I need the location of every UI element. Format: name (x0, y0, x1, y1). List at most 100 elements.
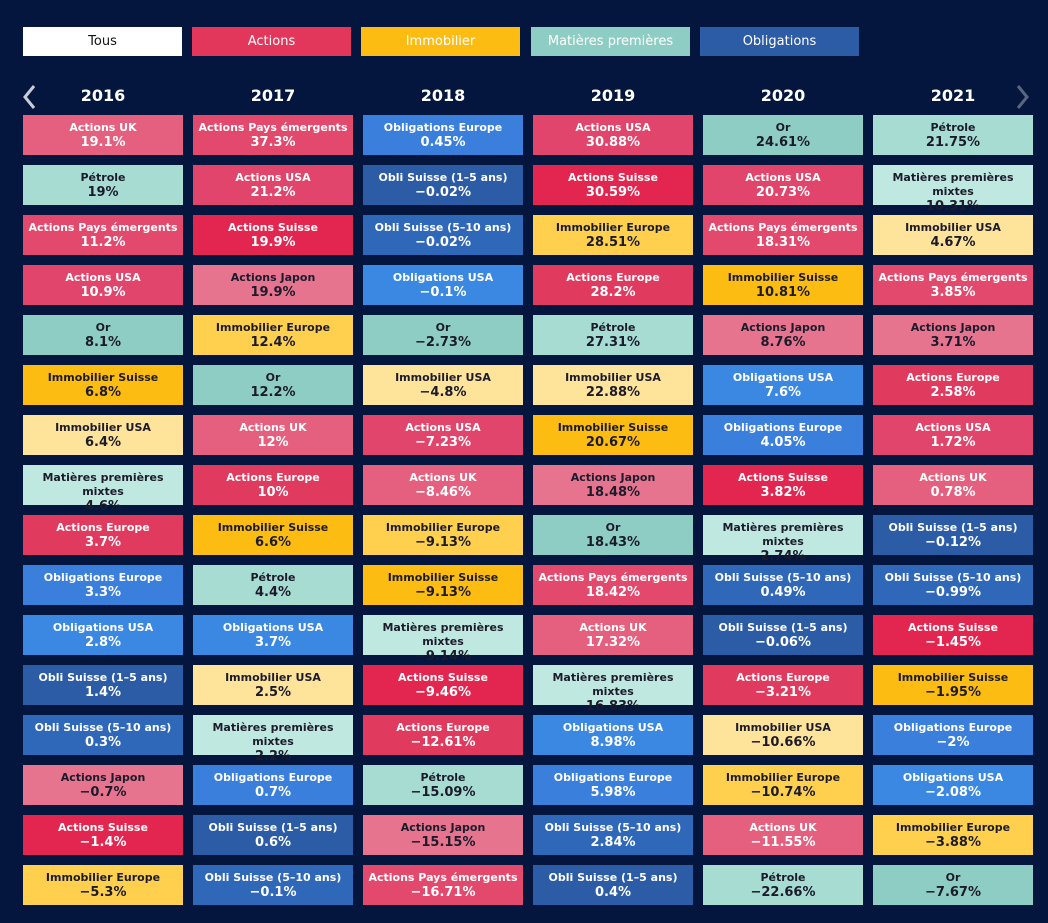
asset-return: 0.4% (594, 885, 632, 900)
asset-return: −0.1% (419, 285, 467, 300)
year-header: 2018 (420, 86, 466, 105)
asset-cell: Immobilier Suisse −9.13% (363, 565, 523, 605)
asset-cell: Actions USA 10.9% (23, 265, 183, 305)
asset-name: Actions UK (749, 821, 817, 834)
asset-cell: Obligations Europe 4.05% (703, 415, 863, 455)
asset-name: Obligations Europe (213, 771, 333, 784)
asset-return: −5.3% (79, 885, 127, 900)
asset-return: 22.88% (585, 385, 641, 400)
asset-name: Actions Suisse (398, 671, 488, 684)
asset-name: Actions Japon (230, 271, 316, 284)
asset-name: Immobilier USA (225, 671, 321, 684)
asset-name: Or (265, 371, 281, 384)
asset-name: Actions USA (235, 171, 311, 184)
asset-cell: Obli Suisse (1–5 ans) −0.12% (873, 515, 1033, 555)
asset-name: Immobilier USA (395, 371, 491, 384)
asset-cell: Actions Japon 18.48% (533, 465, 693, 505)
asset-return: −10.66% (750, 735, 816, 750)
filter-button[interactable]: Matières premières (531, 27, 690, 56)
asset-cell: Obligations USA −0.1% (363, 265, 523, 305)
asset-cell: Actions Europe −3.21% (703, 665, 863, 705)
asset-cell: Or 8.1% (23, 315, 183, 355)
asset-cell: Actions Europe 28.2% (533, 265, 693, 305)
asset-return: 12.4% (250, 335, 296, 350)
year-header: 2021 (930, 86, 976, 105)
asset-return: −11.55% (750, 835, 816, 850)
asset-cell: Actions Japon 19.9% (193, 265, 353, 305)
asset-cell: Pétrole −22.66% (703, 865, 863, 905)
asset-return: −7.67% (925, 885, 981, 900)
asset-return: −15.15% (410, 835, 476, 850)
asset-cell: Pétrole 21.75% (873, 115, 1033, 155)
next-arrow[interactable] (1012, 82, 1032, 112)
asset-name: Actions Japon (60, 771, 146, 784)
asset-cell: Actions UK 19.1% (23, 115, 183, 155)
asset-name: Actions USA (65, 271, 141, 284)
year-header: 2017 (250, 86, 296, 105)
asset-cell: Matières premières mixtes 2.74% (703, 515, 863, 564)
asset-name: Obli Suisse (1–5 ans) (718, 621, 848, 634)
asset-cell: Or −2.73% (363, 315, 523, 355)
year-header: 2016 (80, 86, 126, 105)
asset-name: Actions Europe (396, 721, 490, 734)
asset-return: 0.6% (254, 835, 292, 850)
asset-name: Obligations USA (902, 771, 1004, 784)
asset-name: Actions UK (69, 121, 137, 134)
asset-name: Or (775, 121, 791, 134)
asset-name: Obli Suisse (1–5 ans) (208, 821, 338, 834)
asset-name: Obligations USA (222, 621, 324, 634)
asset-return: −0.06% (755, 635, 811, 650)
asset-cell: Immobilier Europe −9.13% (363, 515, 523, 555)
asset-cell: Obligations Europe 0.7% (193, 765, 353, 805)
asset-return: 7.6% (764, 385, 802, 400)
asset-cell: Actions Suisse −1.45% (873, 615, 1033, 655)
asset-cell: Actions Suisse 30.59% (533, 165, 693, 205)
asset-cell: Obligations USA 2.8% (23, 615, 183, 655)
asset-return: −0.02% (415, 235, 471, 250)
asset-name: Matières premières mixtes (212, 721, 334, 748)
asset-cell: Actions UK 0.78% (873, 465, 1033, 505)
filter-button[interactable]: Actions (192, 27, 351, 56)
asset-name: Immobilier Suisse (387, 571, 499, 584)
asset-return: 18.31% (755, 235, 811, 250)
asset-name: Actions USA (575, 121, 651, 134)
asset-return: −9.14% (415, 649, 471, 664)
asset-name: Obli Suisse (1–5 ans) (888, 521, 1018, 534)
asset-return: 24.61% (755, 135, 811, 150)
asset-cell: Actions Pays émergents 18.31% (703, 215, 863, 255)
asset-return: 3.71% (930, 335, 976, 350)
filter-button[interactable]: Tous (23, 27, 182, 56)
asset-cell: Actions Europe 2.58% (873, 365, 1033, 405)
asset-name: Matières premières mixtes (552, 671, 674, 698)
asset-cell: Obli Suisse (5–10 ans) −0.02% (363, 215, 523, 255)
asset-cell: Obli Suisse (1–5 ans) 1.4% (23, 665, 183, 705)
asset-return: 6.6% (254, 535, 292, 550)
asset-return: 19.9% (250, 235, 296, 250)
asset-return: 18.43% (585, 535, 641, 550)
asset-return: 3.7% (254, 635, 292, 650)
asset-name: Immobilier Suisse (47, 371, 159, 384)
asset-return: −0.12% (925, 535, 981, 550)
asset-name: Actions Europe (566, 271, 660, 284)
filter-button[interactable]: Obligations (700, 27, 859, 56)
asset-cell: Immobilier Suisse 20.67% (533, 415, 693, 455)
asset-cell: Matières premières mixtes 4.6% (23, 465, 183, 514)
asset-name: Obli Suisse (5–10 ans) (204, 871, 342, 884)
asset-name: Or (945, 871, 961, 884)
asset-cell: Immobilier Europe 28.51% (533, 215, 693, 255)
asset-return: 37.3% (250, 135, 296, 150)
asset-cell: Actions UK −11.55% (703, 815, 863, 855)
asset-return: 3.7% (84, 535, 122, 550)
asset-cell: Obli Suisse (5–10 ans) −0.99% (873, 565, 1033, 605)
asset-cell: Obligations USA 8.98% (533, 715, 693, 755)
asset-cell: Actions USA 30.88% (533, 115, 693, 155)
asset-return: 2.5% (254, 685, 292, 700)
asset-return: 8.76% (760, 335, 806, 350)
asset-name: Obli Suisse (5–10 ans) (544, 821, 682, 834)
asset-return: −1.95% (925, 685, 981, 700)
asset-name: Immobilier Suisse (727, 271, 839, 284)
asset-return: 8.1% (84, 335, 122, 350)
filter-button[interactable]: Immobilier (361, 27, 520, 56)
prev-arrow[interactable] (20, 82, 40, 112)
asset-cell: Obligations USA 3.7% (193, 615, 353, 655)
